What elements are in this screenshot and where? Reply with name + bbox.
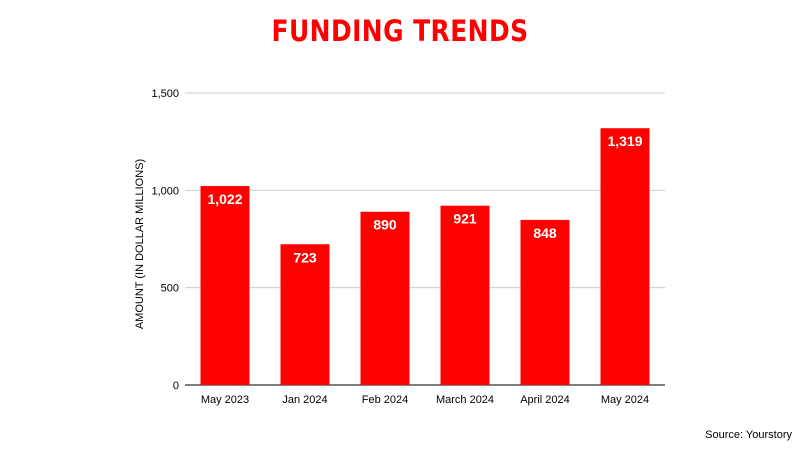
x-tick-label: April 2024: [520, 394, 570, 406]
bar: [520, 219, 570, 385]
bar-data-label: 1,022: [207, 191, 242, 207]
x-tick-label: May 2023: [201, 394, 249, 406]
y-tick-label: 1,000: [151, 185, 179, 197]
y-tick-label: 500: [161, 283, 179, 295]
x-axis-ticks: May 2023 Jan 2024 Feb 2024 March 2024 April …: [201, 394, 649, 406]
chart-title: FUNDING TRENDS: [271, 14, 529, 48]
y-tick-label: 1,500: [151, 88, 179, 100]
bar: [440, 205, 490, 385]
bar-data-label: 723: [293, 249, 317, 265]
bar-data-label: 921: [453, 211, 477, 227]
x-tick-label: May 2024: [601, 394, 649, 406]
y-tick-label: 0: [173, 380, 179, 392]
bar: [280, 244, 330, 385]
bar-data-label: 848: [533, 225, 557, 241]
bar: [200, 186, 250, 385]
x-tick-label: Jan 2024: [282, 394, 327, 406]
bar-data-label: 890: [373, 217, 397, 233]
bar: [600, 128, 650, 385]
x-tick-label: March 2024: [436, 394, 494, 406]
source-note: Source: Yourstory: [705, 429, 792, 441]
gridlines: [185, 92, 665, 386]
bar: [360, 211, 410, 385]
x-tick-label: Feb 2024: [362, 394, 408, 406]
y-axis-label: AMOUNT (IN DOLLAR MILLIONS): [134, 159, 146, 329]
y-axis-ticks: 0 500 1,000 1,500: [151, 88, 179, 392]
bars: 1,022 723 890 921 848 1,319: [200, 128, 650, 385]
bar-data-label: 1,319: [607, 133, 642, 149]
